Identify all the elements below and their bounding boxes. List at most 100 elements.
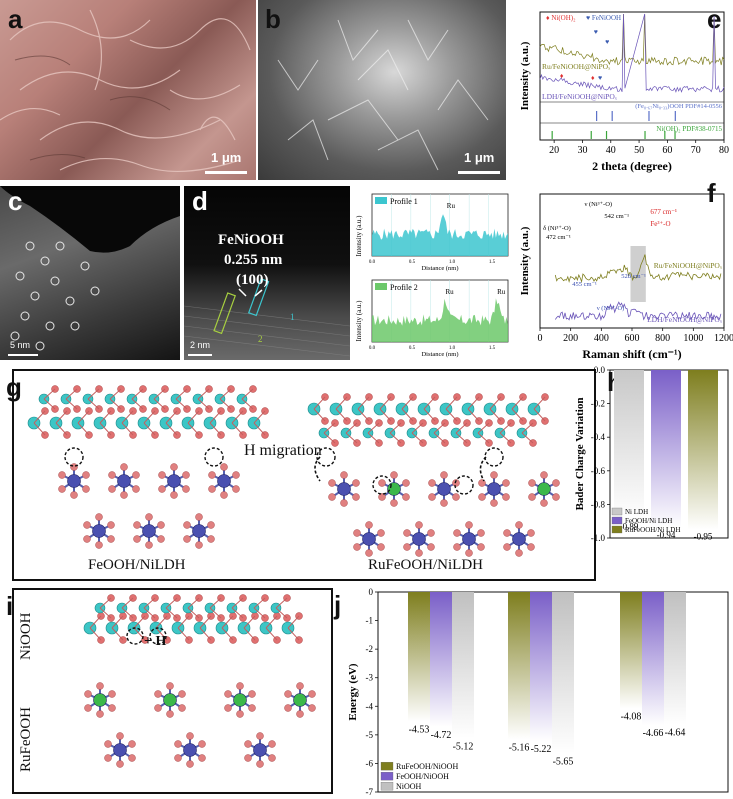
- atom-ru: [293, 693, 307, 707]
- atom-oxygen: [220, 491, 228, 499]
- atom-oxygen: [353, 529, 361, 537]
- bader-legend-text: FeOOH/Ni LDH: [625, 517, 672, 525]
- profile-xlabel: Distance (nm): [421, 351, 458, 358]
- atom-oxygen: [120, 491, 128, 499]
- energy-tick-label: 0: [369, 587, 374, 597]
- bond: [521, 432, 534, 444]
- bond: [533, 396, 546, 410]
- bond: [131, 398, 144, 410]
- bond: [231, 410, 244, 424]
- energy-bar: [620, 592, 642, 709]
- atom-oxygen: [195, 541, 203, 549]
- bond: [187, 597, 200, 609]
- atom-oxygen: [248, 690, 256, 698]
- scale-text-d: 2 nm: [190, 340, 211, 350]
- bond: [209, 410, 222, 424]
- bond: [177, 627, 190, 641]
- raman-series-ru: [554, 254, 722, 284]
- bond: [187, 410, 200, 424]
- bond: [219, 388, 232, 400]
- energy-bar-label: -4.66: [643, 728, 664, 739]
- i-structures: [83, 594, 316, 768]
- atom-oxygen: [515, 549, 523, 557]
- atom-ni: [253, 743, 267, 757]
- atom-oxygen: [528, 479, 536, 487]
- bader-legend-swatch: [611, 516, 623, 525]
- atom-oxygen: [540, 499, 548, 507]
- profile-legend-name: Profile 1: [390, 197, 418, 206]
- energy-bar-label: -5.65: [553, 756, 574, 767]
- bond: [199, 615, 212, 629]
- atom-oxygen: [208, 485, 216, 493]
- atom-oxygen: [183, 535, 191, 543]
- atom-oxygen: [186, 760, 194, 768]
- atom-oxygen: [95, 513, 103, 521]
- atom-oxygen: [104, 754, 112, 762]
- tem-image-c: [0, 186, 180, 360]
- bond: [165, 607, 178, 619]
- atom-oxygen: [83, 535, 91, 543]
- atom-oxygen: [402, 479, 410, 487]
- atom-oxygen: [82, 485, 90, 493]
- migration-arrow: [479, 456, 487, 482]
- atom-oxygen: [224, 690, 232, 698]
- atom-ni: [337, 482, 351, 496]
- atom-oxygen: [352, 479, 360, 487]
- profile-legend-swatch: [375, 197, 387, 204]
- atom-oxygen: [198, 740, 206, 748]
- bond: [433, 422, 446, 434]
- atom-oxygen: [268, 740, 276, 748]
- highlight-circle: [149, 627, 167, 645]
- atom-oxygen: [427, 543, 435, 551]
- bond: [477, 432, 490, 444]
- profile-tick-label: 0.5: [409, 346, 416, 351]
- bond: [143, 607, 156, 619]
- bader-legend-swatch: [611, 507, 623, 516]
- atom-oxygen: [84, 690, 92, 698]
- atom-oxygen: [453, 529, 461, 537]
- bond: [77, 410, 90, 424]
- energy-bar-label: -5.22: [531, 744, 552, 755]
- atom-ni: [113, 743, 127, 757]
- bader-bar-label: -0.89: [620, 522, 639, 532]
- atom-oxygen: [328, 493, 336, 501]
- atom-oxygen: [116, 760, 124, 768]
- atom-oxygen: [183, 521, 191, 529]
- atom-oxygen: [403, 529, 411, 537]
- bond: [367, 432, 380, 444]
- panel-label-a: a: [8, 4, 23, 34]
- atom-oxygen: [377, 543, 385, 551]
- atom-oxygen: [552, 493, 560, 501]
- bond: [65, 388, 78, 400]
- scale-line-b: [458, 171, 500, 174]
- atom-oxygen: [170, 491, 178, 499]
- bond: [467, 408, 480, 422]
- bader-tick-label: -1.0: [591, 533, 606, 543]
- g-right-caption: RuFeOOH/NiLDH: [368, 557, 483, 573]
- energy-bar: [452, 592, 474, 739]
- raman-tick-label: 600: [625, 333, 640, 344]
- bond: [533, 408, 546, 422]
- bond: [209, 422, 222, 436]
- atom-oxygen: [452, 493, 460, 501]
- raman-ylabel: Intensity (a.u.): [519, 226, 531, 295]
- atom-oxygen: [207, 535, 215, 543]
- bond: [445, 408, 458, 422]
- xrd-tick-label: 40: [606, 145, 616, 156]
- bond: [219, 398, 232, 410]
- profile-ru-label: Ru: [445, 288, 454, 296]
- bond: [199, 627, 212, 641]
- atom-oxygen: [244, 740, 252, 748]
- bond: [109, 388, 122, 400]
- atom-oxygen: [158, 485, 166, 493]
- atom-ru: [233, 693, 247, 707]
- atom-oxygen: [154, 690, 162, 698]
- atom-oxygen: [133, 535, 141, 543]
- energy-bar-label: -4.64: [665, 728, 686, 739]
- panel-label-g: g: [6, 372, 22, 402]
- atom-ni: [362, 532, 376, 546]
- bond: [313, 396, 326, 410]
- bond: [89, 615, 102, 629]
- raman-ann-nu: ν (Ni³⁺-O): [584, 201, 612, 208]
- energy-chart: -4.53 -4.72-5.12 -5.16 -5.22-5.65 -4.08-4.66…: [347, 587, 729, 797]
